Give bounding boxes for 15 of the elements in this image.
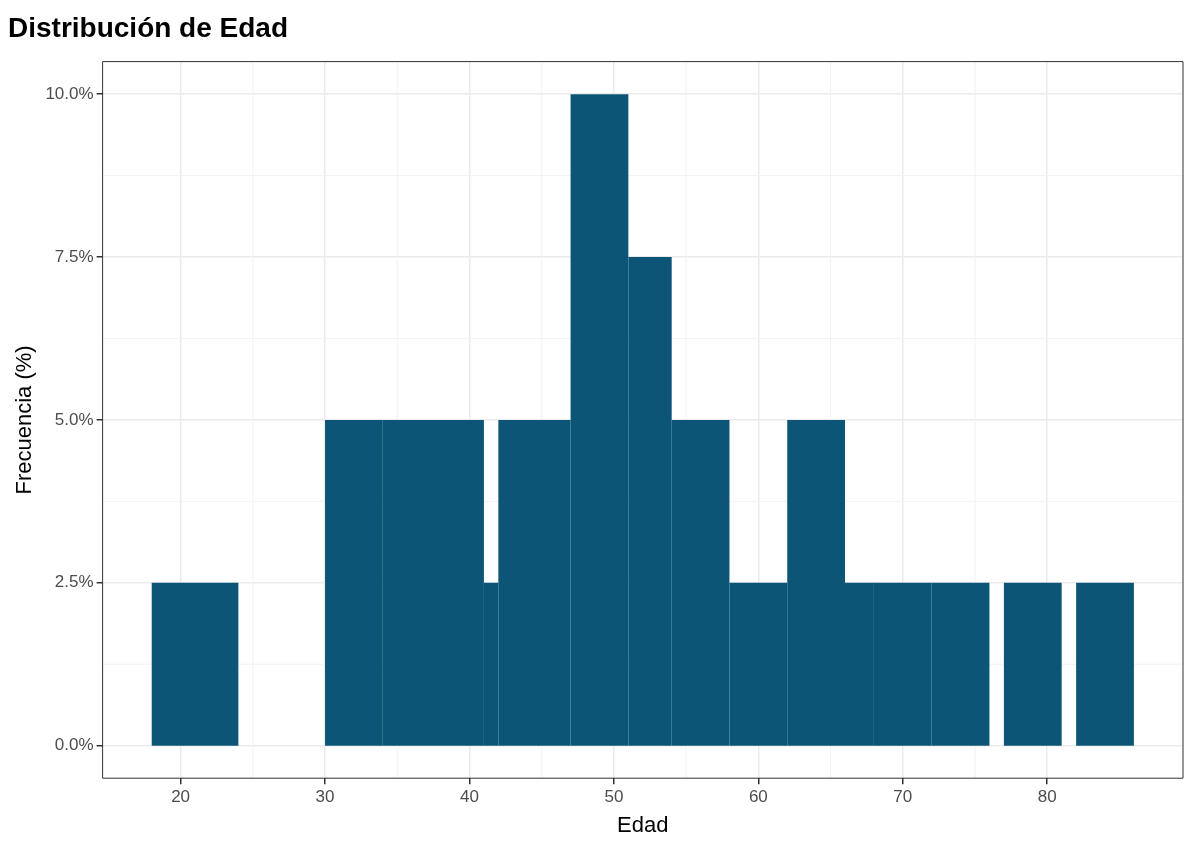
y-tick-label: 0.0% bbox=[54, 735, 94, 755]
x-tick-label: 20 bbox=[171, 787, 191, 807]
x-tick-label: 70 bbox=[893, 787, 913, 807]
x-tick-label: 30 bbox=[315, 787, 335, 807]
x-tick-label: 50 bbox=[604, 787, 624, 807]
y-tick-label: 5.0% bbox=[54, 409, 94, 429]
y-tick-label: 7.5% bbox=[54, 246, 94, 266]
y-tick-label: 10.0% bbox=[45, 83, 94, 103]
y-axis-title: Frecuencia (%) bbox=[11, 345, 37, 495]
y-tick-label: 2.5% bbox=[54, 572, 94, 592]
x-tick-label: 60 bbox=[748, 787, 768, 807]
x-axis-title: Edad bbox=[617, 811, 669, 837]
x-tick-label: 80 bbox=[1037, 787, 1057, 807]
x-tick-label: 40 bbox=[460, 787, 479, 807]
chart-title: Distribución de Edad bbox=[8, 11, 289, 43]
